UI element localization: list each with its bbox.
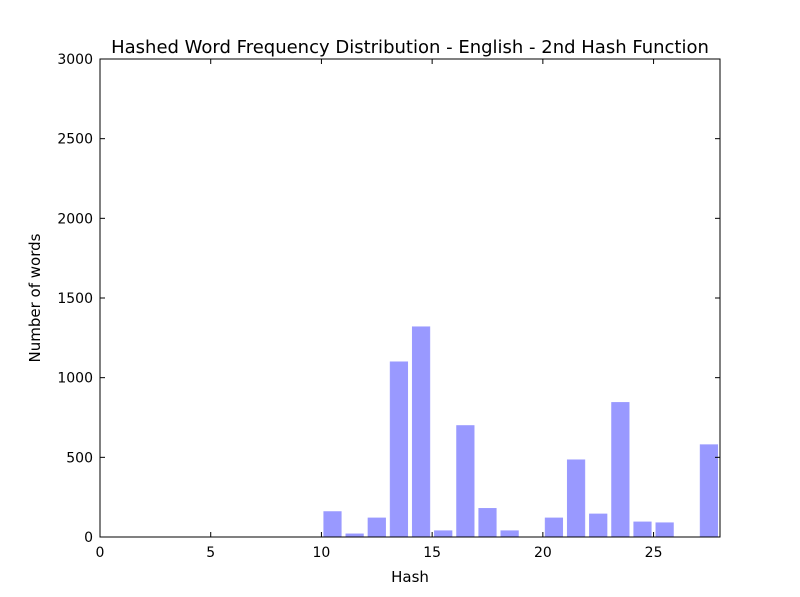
x-tick-label-20: 20 (534, 545, 552, 561)
y-tick-label-1500: 1500 (57, 291, 93, 307)
bar-25 (655, 522, 674, 538)
bar-16 (456, 425, 475, 538)
bar-10 (323, 511, 342, 538)
bar-22 (589, 513, 608, 538)
y-tick-label-0: 0 (84, 530, 93, 546)
bar-14 (411, 326, 431, 538)
x-tick-label-25: 25 (645, 545, 663, 561)
bars-group (323, 326, 719, 538)
bar-17 (478, 508, 497, 538)
bar-18 (500, 530, 519, 538)
bar-23 (611, 402, 630, 538)
chart-title: Hashed Word Frequency Distribution - Eng… (111, 37, 709, 58)
bar-21 (566, 459, 586, 538)
y-tick-label-500: 500 (66, 450, 93, 466)
x-axis-label: Hash (391, 568, 429, 586)
bar-13 (389, 361, 409, 538)
x-tick-label-10: 10 (313, 545, 331, 561)
y-tick-label-2500: 2500 (57, 132, 93, 148)
bar-12 (367, 517, 386, 538)
ticks-group: 0 5 10 15 20 25 0 500 1000 1500 2000 2500 3000 (57, 52, 720, 561)
y-tick-label-3000: 3000 (57, 52, 93, 68)
bar-20 (544, 517, 564, 538)
x-tick-label-0: 0 (96, 545, 105, 561)
y-tick-label-1000: 1000 (57, 371, 93, 387)
bar-24 (633, 521, 652, 538)
bar-27 (699, 444, 719, 538)
x-tick-label-5: 5 (206, 545, 215, 561)
x-tick-label-15: 15 (423, 545, 441, 561)
y-tick-label-2000: 2000 (57, 211, 93, 227)
bar-15 (434, 530, 453, 538)
y-axis-label: Number of words (26, 233, 44, 362)
